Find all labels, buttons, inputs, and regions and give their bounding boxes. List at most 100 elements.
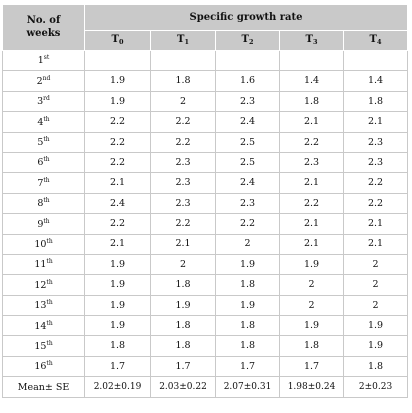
value-cell: 2 xyxy=(215,233,280,255)
week-ordinal-suffix: th xyxy=(46,258,53,266)
value-cell: 1.8 xyxy=(279,90,344,113)
weeks-header-line2: weeks xyxy=(26,27,61,39)
value-cell: 1.8 xyxy=(215,335,280,357)
weeks-column-header: No. of weeks xyxy=(2,4,85,51)
value-cell: 2.4 xyxy=(215,111,280,133)
mean-se-value: 2.02±0.19 xyxy=(84,376,151,399)
value-cell: 2.3 xyxy=(215,192,280,215)
value-cell: 1.8 xyxy=(342,355,409,378)
value-cell: 2 xyxy=(279,294,344,317)
week-ordinal-suffix: th xyxy=(43,136,50,143)
treatment-label: T xyxy=(369,34,377,46)
week-cell: 2nd xyxy=(2,70,85,92)
value-cell: 2.2 xyxy=(279,192,344,215)
table-row: 12th 1.9 1.8 1.8 2 2 xyxy=(2,274,409,296)
value-cell: 2.3 xyxy=(150,151,216,174)
value-cell: 1.7 xyxy=(150,355,216,378)
value-cell: 1.8 xyxy=(150,315,216,337)
table-row: 7th 2.1 2.3 2.4 2.1 2.2 xyxy=(2,172,409,194)
week-number: 10 xyxy=(34,238,47,250)
week-number: 2 xyxy=(36,75,43,87)
week-ordinal-suffix: th xyxy=(46,278,53,286)
value-cell: 2.2 xyxy=(84,213,151,235)
value-cell: 2.3 xyxy=(150,192,216,215)
week-ordinal-suffix: th xyxy=(43,176,50,184)
value-cell: 1.8 xyxy=(150,70,216,92)
mean-se-row: Mean± SE 2.02±0.19 2.03±0.22 2.07±0.31 1.98±… xyxy=(2,376,409,399)
value-cell: 2.2 xyxy=(84,131,151,153)
treatment-subscript: 4 xyxy=(376,38,382,47)
value-cell: 2 xyxy=(342,274,409,296)
value-cell: 1.9 xyxy=(84,90,151,113)
value-cell: 1.8 xyxy=(215,315,280,337)
value-cell: 1.9 xyxy=(279,315,344,337)
table-row: 3rd 1.9 2 2.3 1.8 1.8 xyxy=(2,90,409,113)
table-row: 11th 1.9 2 1.9 1.9 2 xyxy=(2,253,409,276)
table-row: 1st xyxy=(2,49,409,72)
value-cell xyxy=(84,49,151,72)
value-cell: 2.5 xyxy=(215,131,280,153)
mean-se-value: 2±0.23 xyxy=(342,376,409,399)
value-cell: 1.4 xyxy=(279,70,344,92)
mean-se-value: 1.98±0.24 xyxy=(279,376,344,399)
value-cell: 2.1 xyxy=(279,111,344,133)
value-cell: 2.2 xyxy=(342,192,409,215)
value-cell xyxy=(215,49,280,72)
value-cell xyxy=(342,49,409,72)
week-number: 6 xyxy=(37,157,44,169)
value-cell: 2.1 xyxy=(150,233,216,255)
week-cell: 6th xyxy=(2,151,85,174)
mean-se-value: 2.03±0.22 xyxy=(150,376,216,399)
week-number: 15 xyxy=(34,340,47,352)
table-row: 14th 1.9 1.8 1.8 1.9 1.9 xyxy=(2,315,409,337)
value-cell: 1.8 xyxy=(215,274,280,296)
value-cell: 2 xyxy=(342,253,409,276)
treatment-label: T xyxy=(305,34,313,46)
value-cell: 1.8 xyxy=(84,335,151,357)
treatment-subscript: 0 xyxy=(118,38,124,47)
week-cell: 5th xyxy=(2,131,85,153)
table-row: 4th 2.2 2.2 2.4 2.1 2.1 xyxy=(2,111,409,133)
value-cell: 2.1 xyxy=(342,213,409,235)
value-cell: 2 xyxy=(342,294,409,317)
week-ordinal-suffix: th xyxy=(46,319,53,327)
value-cell: 2.1 xyxy=(342,233,409,255)
value-cell: 1.9 xyxy=(279,253,344,276)
value-cell: 2.4 xyxy=(215,172,280,194)
table-row: 2nd 1.9 1.8 1.6 1.4 1.4 xyxy=(2,70,409,92)
table-row: 6th 2.2 2.3 2.5 2.3 2.3 xyxy=(2,151,409,174)
value-cell: 1.7 xyxy=(215,355,280,378)
week-number: 5 xyxy=(37,137,44,148)
treatment-header-2: T2 xyxy=(215,30,280,51)
treatment-label: T xyxy=(177,34,185,46)
value-cell: 1.9 xyxy=(150,294,216,317)
value-cell: 2.1 xyxy=(279,233,344,255)
treatment-label: T xyxy=(241,34,249,46)
week-ordinal-suffix: th xyxy=(46,237,53,245)
table-row: 15th 1.8 1.8 1.8 1.8 1.9 xyxy=(2,335,409,357)
value-cell: 1.6 xyxy=(215,70,280,92)
mean-se-label: Mean± SE xyxy=(2,376,85,399)
week-ordinal-suffix: th xyxy=(43,115,50,123)
value-cell: 1.9 xyxy=(215,253,280,276)
table-row: 10th 2.1 2.1 2 2.1 2.1 xyxy=(2,233,409,255)
week-cell: 15th xyxy=(2,335,85,357)
week-number: 16 xyxy=(34,361,47,373)
treatment-header-1: T1 xyxy=(150,30,216,51)
value-cell: 1.9 xyxy=(84,274,151,296)
value-cell: 2 xyxy=(279,274,344,296)
value-cell: 2.3 xyxy=(150,172,216,194)
week-ordinal-suffix: th xyxy=(46,299,53,307)
header-row-top: No. of weeks Specific growth rate xyxy=(2,4,409,51)
week-ordinal-suffix: rd xyxy=(43,95,50,103)
week-number: 11 xyxy=(34,259,47,271)
table-row: 5th 2.2 2.2 2.5 2.2 2.3 xyxy=(2,131,409,153)
value-cell: 2 xyxy=(150,90,216,113)
week-ordinal-suffix: st xyxy=(43,54,50,62)
value-cell: 2.1 xyxy=(84,172,151,194)
treatment-header-3: T3 xyxy=(279,30,344,51)
value-cell: 2.4 xyxy=(84,192,151,215)
treatment-header-4: T4 xyxy=(342,30,409,51)
specific-growth-rate-header: Specific growth rate xyxy=(83,4,409,31)
value-cell: 2.2 xyxy=(215,213,280,235)
